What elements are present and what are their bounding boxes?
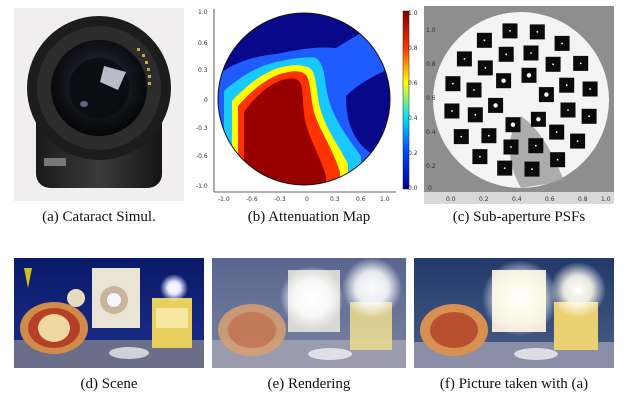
psf-squares <box>444 23 598 177</box>
caption-d: (d) Scene <box>80 376 138 392</box>
psf-grid: 1.0 0.8 0.6 0.4 0.2 0 0.0 0.2 0.4 0.6 0.… <box>424 6 614 204</box>
x-tick: -0.6 <box>246 196 258 203</box>
caption-e: (e) Rendering <box>267 376 351 392</box>
psf-x-tick: 1.0 <box>601 196 611 203</box>
psf-spot <box>561 42 563 45</box>
psf-spot <box>493 103 498 108</box>
colorbar <box>402 10 410 190</box>
psf-spot <box>463 58 466 60</box>
x-tick: 0.6 <box>356 196 366 203</box>
caption-b: (b) Attenuation Map <box>247 209 371 225</box>
psf-spot <box>530 52 532 54</box>
map-x-ticks: -1.0 -0.6 -0.3 0 0.3 0.6 1.0 <box>218 196 390 203</box>
psf-spot <box>452 82 454 85</box>
psf-spot <box>588 115 590 118</box>
psf-spot <box>579 62 582 65</box>
psf-x-tick: 0.2 <box>479 196 489 203</box>
x-tick: 0 <box>305 196 309 203</box>
psf-spot <box>526 73 532 78</box>
y-tick: -0.6 <box>196 153 208 160</box>
attenuation-map: 1.0 0.6 0.3 0 -0.3 -0.6 -1.0 -1.0 -0.6 -… <box>196 6 422 204</box>
cbar-tick: 0.0 <box>408 185 418 192</box>
psf-y-tick: 1.0 <box>426 27 436 34</box>
cataract-lens-photo <box>14 8 184 201</box>
psf-y-tick: 0.4 <box>426 129 436 136</box>
x-tick: -0.3 <box>274 196 286 203</box>
y-tick: -1.0 <box>196 183 208 190</box>
psf-spot <box>589 88 591 90</box>
cbar-tick: 0.8 <box>408 45 418 52</box>
psf-y-tick: 0.8 <box>426 61 436 68</box>
psf-spot <box>531 168 533 171</box>
psf-spot <box>534 144 537 147</box>
psf-spot <box>503 167 506 170</box>
psf-spot <box>460 135 463 138</box>
psf-spot <box>473 89 475 91</box>
psf-spot <box>501 78 506 83</box>
psf-x-tick: 0.6 <box>545 196 555 203</box>
cbar-tick: 1.0 <box>408 10 418 17</box>
x-tick: 1.0 <box>380 196 390 203</box>
psf-x-tick: 0.4 <box>512 196 522 203</box>
x-tick: 0.3 <box>330 196 340 203</box>
psf-spot <box>576 140 579 143</box>
psf-spot <box>555 131 558 133</box>
y-tick: -0.3 <box>196 125 208 132</box>
caption-f: (f) Picture taken with (a) <box>439 376 589 392</box>
y-tick: 1.0 <box>198 9 208 16</box>
psf-spot <box>505 53 508 56</box>
psf-spot <box>474 113 477 116</box>
rendering-photo <box>212 258 406 368</box>
psf-spot <box>509 30 511 32</box>
psf-spot <box>544 92 549 97</box>
map-y-ticks: 1.0 0.6 0.3 0 -0.3 -0.6 -1.0 <box>196 9 208 190</box>
cbar-tick: 0.4 <box>408 115 418 122</box>
psf-spot <box>510 146 512 148</box>
psf-spot <box>451 110 453 112</box>
psf-x-tick: 0.8 <box>578 196 588 203</box>
psf-x-tick: 0.0 <box>446 196 456 203</box>
attenuation-contours <box>218 13 390 185</box>
photo-through-simulator <box>414 258 614 368</box>
psf-y-tick: 0 <box>428 185 432 192</box>
cbar-tick: 0.2 <box>408 150 418 157</box>
psf-spot <box>510 122 516 127</box>
colorbar-ticks: 1.0 0.8 0.6 0.4 0.2 0.0 <box>408 10 418 192</box>
y-tick: 0 <box>204 97 208 104</box>
caption-a: (a) Cataract Simul. <box>42 209 156 225</box>
psf-spot <box>556 158 559 161</box>
psf-spot <box>567 109 569 111</box>
psf-y-tick: 0.6 <box>426 95 436 102</box>
psf-spot <box>479 155 481 158</box>
y-tick: 0.6 <box>198 40 208 47</box>
psf-spot <box>488 134 490 137</box>
psf-spot <box>536 117 541 122</box>
caption-c: (c) Sub-aperture PSFs <box>452 209 586 225</box>
psf-spot <box>552 63 554 66</box>
x-tick: -1.0 <box>218 196 230 203</box>
y-tick: 0.3 <box>198 67 208 74</box>
psf-spot <box>536 31 539 33</box>
psf-spot <box>565 84 568 87</box>
psf-spot <box>484 67 487 69</box>
psf-y-tick: 0.2 <box>426 163 436 170</box>
cbar-tick: 0.6 <box>408 80 418 87</box>
psf-spot <box>483 39 486 42</box>
scene-photo <box>14 258 204 368</box>
